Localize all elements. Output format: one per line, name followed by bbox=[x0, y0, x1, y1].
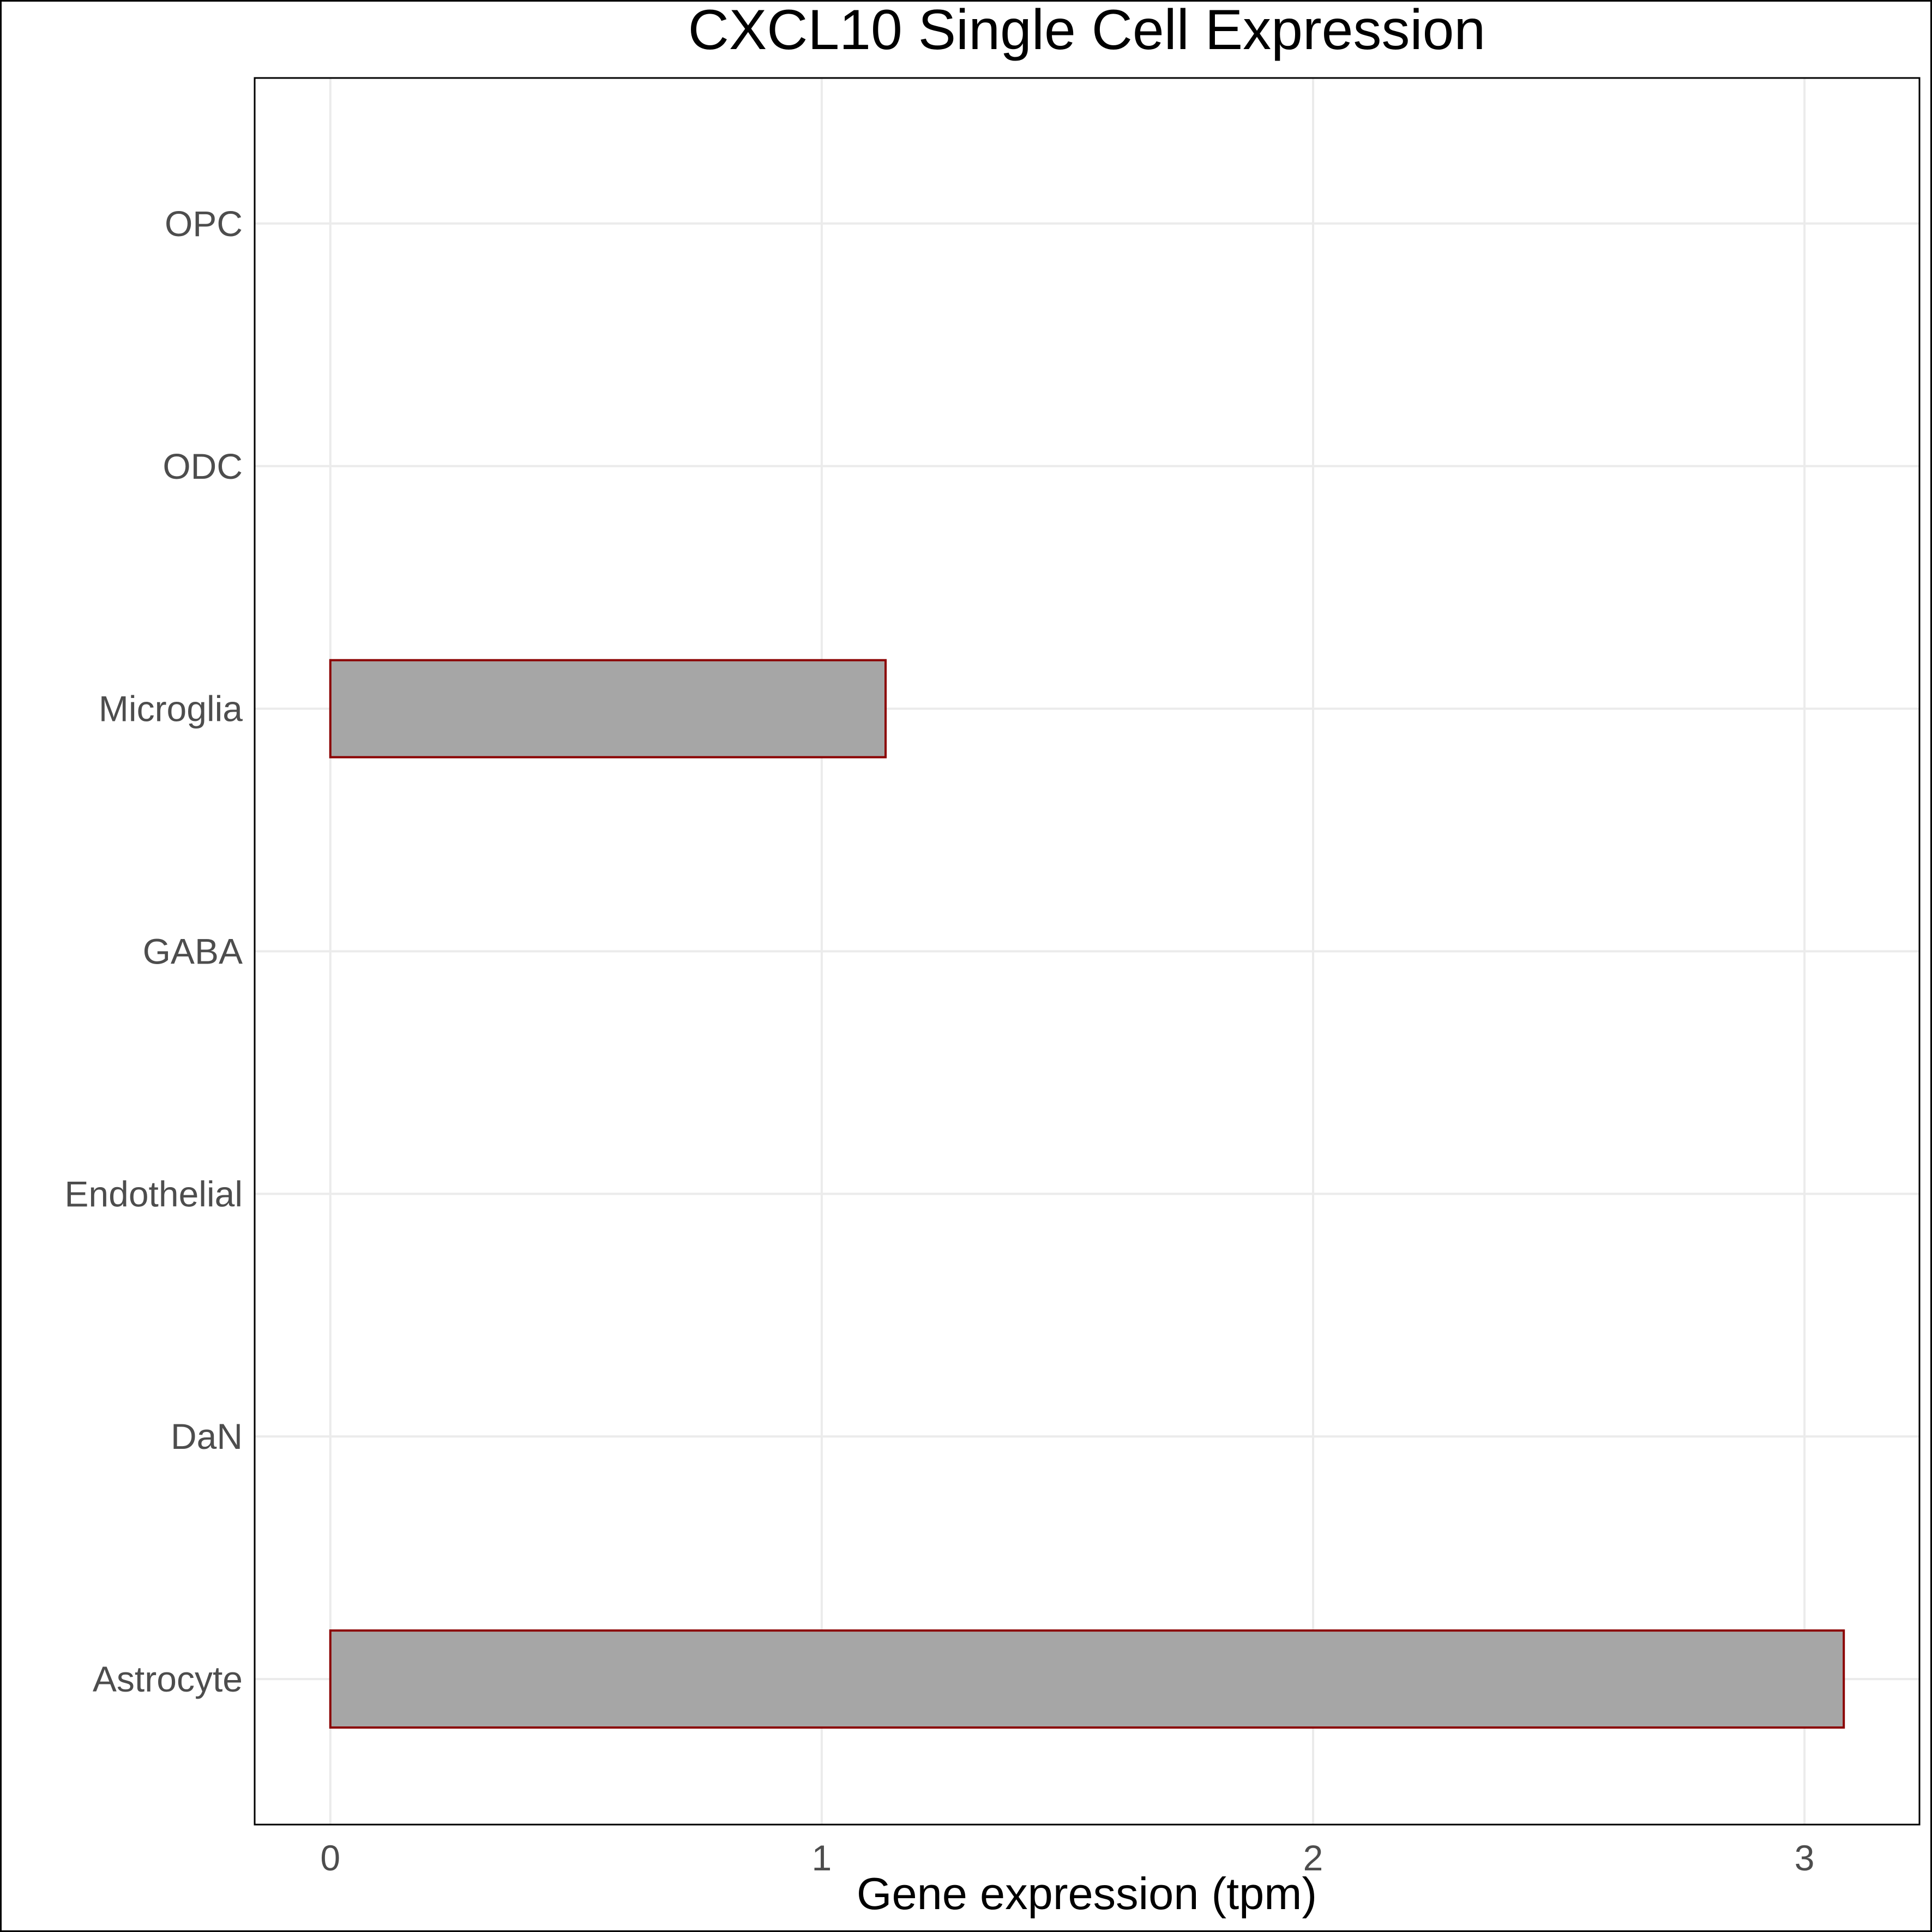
y-tick-labels: Astrocyte DaN Endothelial GABA Microglia ODC O… bbox=[64, 203, 243, 1699]
chart-title: CXCL10 Single Cell Expression bbox=[688, 2, 1486, 62]
y-tick-label: ODC bbox=[162, 446, 243, 486]
bar bbox=[329, 1629, 1845, 1729]
x-tick-label: 0 bbox=[320, 1838, 340, 1878]
x-axis-title: Gene expression (tpm) bbox=[857, 1868, 1317, 1919]
bars bbox=[329, 659, 1845, 1729]
y-tick-label: Astrocyte bbox=[93, 1659, 243, 1699]
x-tick-label: 1 bbox=[812, 1838, 832, 1878]
x-tick-label: 2 bbox=[1303, 1838, 1323, 1878]
y-tick-label: OPC bbox=[165, 203, 243, 244]
grid-lines bbox=[255, 78, 1919, 1825]
y-tick-label: Microglia bbox=[99, 689, 243, 729]
bar bbox=[329, 659, 887, 759]
plot-panel-border bbox=[254, 77, 1921, 1826]
y-tick-label: DaN bbox=[171, 1416, 243, 1456]
x-tick-label: 3 bbox=[1795, 1838, 1815, 1878]
x-tick-labels: 0 1 2 3 bbox=[320, 1838, 1814, 1878]
y-tick-label: Endothelial bbox=[64, 1173, 243, 1214]
y-tick-label: GABA bbox=[143, 931, 243, 972]
